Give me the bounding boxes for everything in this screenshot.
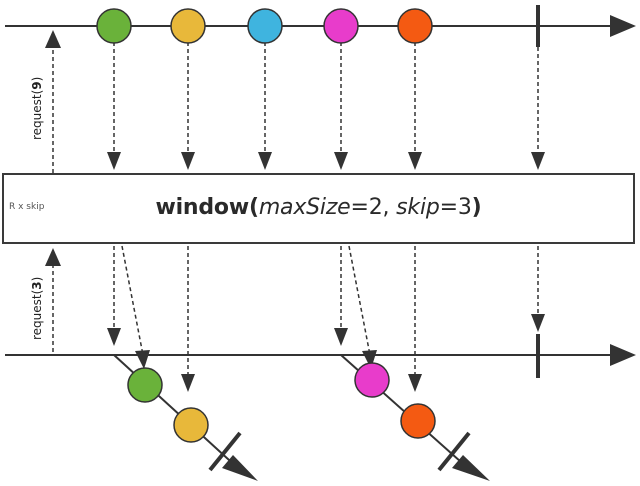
window-1-marble-yellow [173,407,209,443]
upstream-request-value: 9 [30,81,44,90]
result-timeline-arrowhead [610,344,636,366]
param-skip-value: =3 [439,195,472,220]
upstream-request-arrowhead [45,30,61,48]
operator-title: window(maxSize=2, skip=3) [4,195,633,220]
param-skip-name: skip [396,195,440,220]
source-marble-green [96,8,132,44]
window-2-arrowhead [452,455,490,481]
operator-note: R x skip [9,202,45,212]
downstream-request-label: request(3) [30,277,44,340]
downstream-request-open: ( [30,289,44,295]
window-1-completion-bar [208,431,242,472]
window-1-arrowhead [222,455,258,481]
output-arrowheads [107,314,545,392]
source-timeline-arrowhead [610,15,636,37]
upstream-request-open: ( [30,89,44,95]
source-marble-orange [397,8,433,44]
operator-output-arrows [113,245,539,378]
source-arrowheads [107,152,545,170]
source-marble-magenta [323,8,359,44]
param-maxsize-value: =2, [350,195,397,220]
operator-open-paren: ( [248,195,259,220]
source-to-operator-arrows [113,42,539,156]
window-1-marble-green [127,367,163,403]
downstream-request-value: 3 [30,281,44,290]
operator-name: window [155,195,249,220]
source-marble-blue [247,8,283,44]
downstream-request-text: request [30,294,44,340]
operator-box: R x skip window(maxSize=2, skip=3) [2,173,635,244]
downstream-request-close: ) [30,276,44,282]
upstream-request-text: request [30,94,44,140]
source-marble-yellow [170,8,206,44]
window-2-marble-magenta [354,362,390,398]
param-maxsize-name: maxSize [258,195,351,220]
upstream-request-close: ) [30,76,44,82]
operator-close-paren: ) [471,195,482,220]
downstream-request-arrowhead [45,248,61,266]
window-2-marble-orange [400,403,436,439]
upstream-request-label: request(9) [30,77,44,140]
window-2-completion-bar [437,431,471,472]
